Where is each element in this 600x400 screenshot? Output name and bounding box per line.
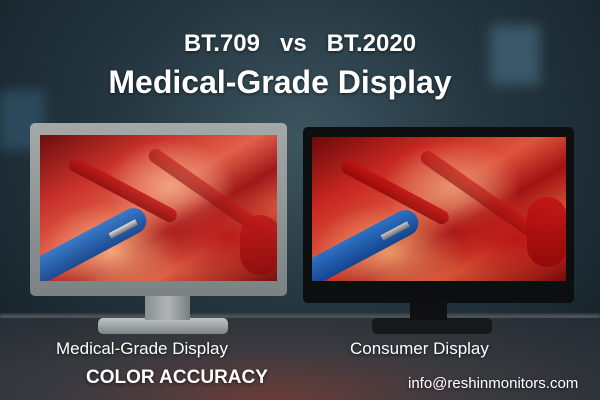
color-accuracy-tagline: COLOR ACCURACY — [86, 367, 268, 388]
surgical-image — [312, 137, 566, 281]
consumer-display-label: Consumer Display — [350, 339, 489, 358]
surgical-image — [40, 135, 277, 281]
medical-display-label: Medical-Grade Display — [56, 339, 228, 358]
title-line2: Medical-Grade Display — [108, 64, 452, 100]
contact-email: info@reshinmonitors.com — [408, 375, 579, 392]
title-line1: BT.709 vs BT.2020 — [183, 30, 417, 57]
monitor-neck — [410, 300, 447, 320]
monitor-neck — [145, 294, 190, 320]
desk-edge — [0, 314, 600, 320]
monitor-base — [372, 318, 492, 334]
background-window — [490, 25, 540, 85]
monitor-base — [98, 318, 228, 334]
